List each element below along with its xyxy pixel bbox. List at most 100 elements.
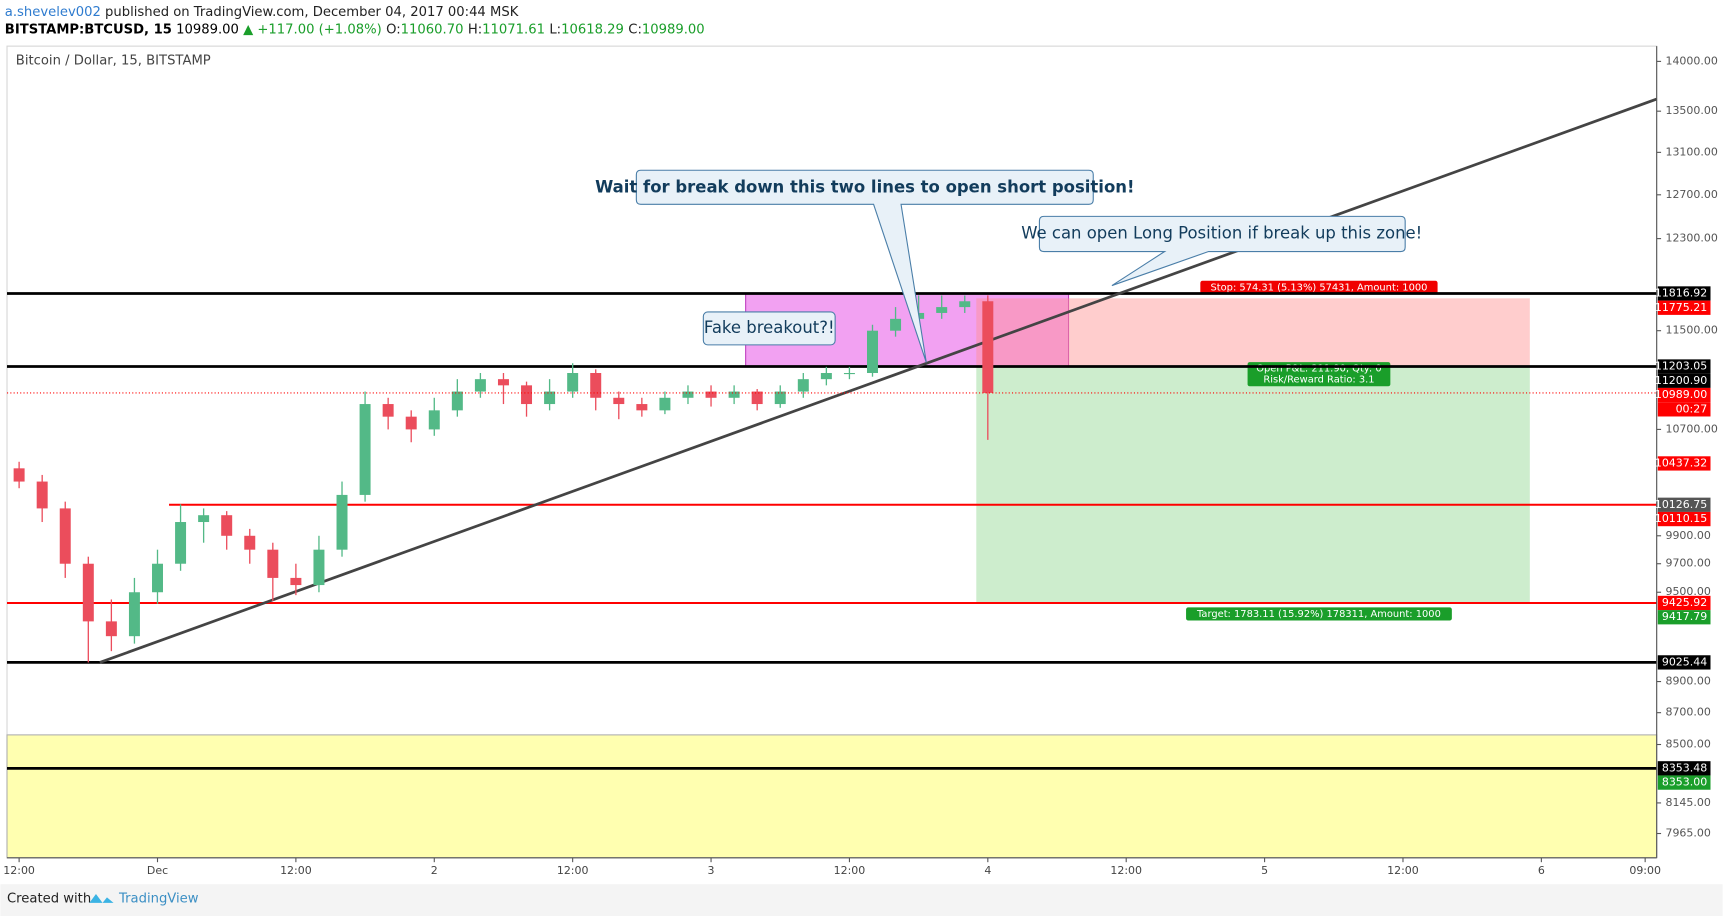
logo — [89, 894, 114, 903]
y-tick-label: 9900.00 — [1665, 529, 1710, 542]
price-tag-label: 8353.00 — [1662, 776, 1707, 789]
price-tag-label: 8353.48 — [1662, 761, 1707, 774]
candle-body — [359, 404, 371, 495]
candle-body — [751, 391, 763, 405]
change: ▲ +117.00 (+1.08%) — [243, 23, 382, 38]
ohlc-label: H: — [468, 23, 482, 38]
candle-body — [451, 391, 463, 411]
price-tag — [1657, 497, 1711, 512]
candle-body — [267, 549, 279, 578]
x-tick-label: 12:00 — [1387, 864, 1419, 877]
price-tag — [1657, 286, 1711, 301]
user[interactable]: a.shevelev002 — [5, 5, 101, 20]
price-tag — [1657, 511, 1711, 527]
price-tag-label: 10110.15 — [1655, 512, 1707, 525]
x-tick-label: 12:00 — [1110, 864, 1142, 877]
x-tick-label: 5 — [1261, 864, 1268, 877]
candle-body — [290, 577, 302, 586]
y-tick-label: 9500.00 — [1665, 585, 1710, 598]
candle-body — [336, 494, 348, 550]
brand[interactable]: TradingView — [118, 891, 199, 906]
price-tag-label: 9025.44 — [1662, 655, 1707, 668]
y-tick-label: 9700.00 — [1665, 557, 1710, 570]
plot: Stop: 574.31 (5.13%) 57431, Amount: 1000… — [6, 97, 1658, 859]
candle-body — [128, 592, 140, 637]
price-tag — [1657, 373, 1711, 388]
ohlc-label: L: — [549, 23, 561, 38]
price-tag-label: 11200.90 — [1655, 374, 1707, 387]
candle-body — [959, 301, 971, 308]
candle-body — [636, 404, 648, 411]
candle-body — [382, 404, 394, 417]
y-tick-label: 10700.00 — [1665, 422, 1717, 435]
target-area — [976, 366, 1530, 603]
ohlc-value: 11060.70 — [401, 23, 464, 38]
candle-body — [659, 397, 671, 411]
y-tick-label: 8500.00 — [1665, 738, 1710, 751]
x-tick-label: 4 — [984, 864, 991, 877]
stop-area — [976, 298, 1530, 367]
y-tick-label: 13100.00 — [1665, 145, 1717, 158]
candle-body — [820, 373, 832, 380]
x-tick-label: Dec — [147, 864, 168, 877]
y-tick-label: 8145.00 — [1665, 796, 1710, 809]
price-tag — [1657, 300, 1711, 315]
position-label-bg — [1247, 362, 1391, 387]
candle-body — [313, 549, 325, 586]
price-tag-label: 11816.92 — [1655, 286, 1707, 299]
candle-body — [521, 385, 533, 405]
candle-body — [13, 468, 25, 482]
candle-body — [198, 515, 210, 523]
x-tick-label: 12:00 — [557, 864, 589, 877]
price-tag — [1657, 387, 1711, 403]
price-tag-label: 10437.32 — [1655, 456, 1707, 469]
price-tag-label: 10989.00 — [1655, 388, 1707, 401]
ohlc-label: C: — [628, 23, 642, 38]
candle-body — [405, 416, 417, 430]
candle-body — [221, 515, 233, 536]
callout-text: Wait for break down this two lines to op… — [595, 177, 1134, 196]
price-tag-label: 11203.05 — [1655, 360, 1707, 373]
candle-body — [497, 379, 509, 386]
callout: Wait for break down this two lines to op… — [595, 169, 1134, 363]
ohlc-label: O: — [386, 23, 401, 38]
x-tick-label: 6 — [1538, 864, 1545, 877]
ohlc-value: 10618.29 — [561, 23, 624, 38]
x-tick-label: 12:00 — [280, 864, 312, 877]
symbol-line: BITSTAMP:BTCUSD, 15 10989.00 ▲ +117.00 (… — [5, 23, 705, 38]
x-tick-label: 12:00 — [3, 864, 35, 877]
y-tick-label: 7965.00 — [1665, 827, 1710, 840]
x-tick-label: 2 — [431, 864, 438, 877]
y-tick-label: 12700.00 — [1665, 188, 1717, 201]
candle-body — [36, 481, 48, 509]
candle-body — [867, 330, 878, 374]
candle-body — [843, 373, 855, 375]
candle-body — [82, 563, 94, 622]
candle-body — [152, 563, 163, 593]
price-tag — [1657, 775, 1711, 790]
callout-text: We can open Long Position if break up th… — [1021, 223, 1422, 242]
callout-box — [702, 311, 836, 346]
trendline — [99, 97, 1658, 664]
ohlc-value: 11071.61 — [482, 23, 545, 38]
candle-body — [244, 535, 256, 550]
position-label: Stop: 574.31 (5.13%) 57431, Amount: 1000 — [1210, 282, 1427, 293]
y-tick-label: 14000.00 — [1665, 54, 1717, 67]
price-tag — [1657, 359, 1711, 374]
candle-body — [175, 522, 187, 564]
price-tag-label: 11775.21 — [1655, 301, 1707, 314]
price-tag-label: 9417.79 — [1662, 610, 1707, 623]
candle-body — [613, 397, 625, 405]
zone — [6, 734, 1658, 859]
price-tag-label: 10126.75 — [1655, 498, 1707, 511]
price-tag — [1657, 402, 1711, 417]
last: 10989.00 — [176, 23, 239, 38]
y-tick-label: 11500.00 — [1665, 324, 1717, 337]
ohlc-value: 10989.00 — [642, 23, 705, 38]
y-tick-label: 13500.00 — [1665, 104, 1717, 117]
published: published on TradingView.com, December 0… — [105, 5, 519, 20]
candle-body — [936, 307, 948, 313]
x-tick-label: 3 — [708, 864, 715, 877]
